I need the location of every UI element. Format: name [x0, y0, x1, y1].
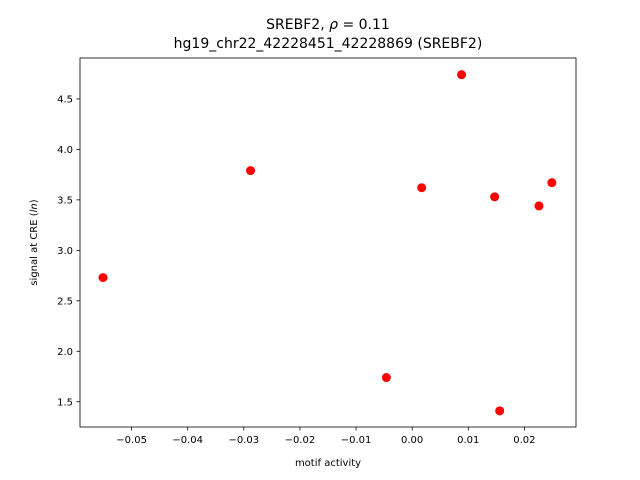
y-tick-label: 2.0 — [57, 347, 73, 358]
x-tick-label: −0.02 — [285, 435, 316, 446]
x-axis-label: motif activity — [295, 458, 361, 469]
rho-symbol: ρ — [329, 17, 338, 33]
x-tick-label: 0.02 — [513, 435, 535, 446]
y-tick-label: 1.5 — [57, 397, 73, 408]
data-point-2 — [246, 166, 256, 176]
y-tick-label: 3.5 — [57, 195, 73, 206]
y-tick-label: 4.0 — [57, 145, 73, 156]
x-tick-label: 0.00 — [401, 435, 423, 446]
x-tick-label: −0.05 — [116, 435, 147, 446]
data-point-5 — [457, 70, 467, 80]
plot-area — [80, 58, 576, 427]
y-tick-label: 3.0 — [57, 246, 73, 257]
data-point-9 — [547, 178, 557, 188]
y-axis-ticks: 1.5 2.0 2.5 3.0 3.5 4.0 4.5 — [57, 94, 80, 408]
y-tick-label: 2.5 — [57, 296, 73, 307]
data-point-3 — [381, 373, 391, 383]
chart-title-line1: SREBF2, ρ = 0.11 — [266, 17, 390, 33]
data-point-8 — [534, 201, 544, 211]
plot-frame — [79, 57, 577, 428]
data-point-6 — [490, 192, 500, 202]
x-tick-label: −0.04 — [172, 435, 203, 446]
y-axis-label: signal at CRE (ln) — [29, 199, 40, 285]
data-point-4 — [417, 183, 427, 193]
data-point-7 — [495, 406, 505, 416]
data-point-1 — [98, 273, 108, 283]
x-tick-label: −0.03 — [229, 435, 260, 446]
y-tick-label: 4.5 — [57, 94, 73, 105]
x-tick-label: 0.01 — [457, 435, 479, 446]
x-tick-label: −0.01 — [341, 435, 372, 446]
chart-title-line2: hg19_chr22_42228451_42228869 (SREBF2) — [174, 36, 483, 52]
x-axis-ticks: −0.05 −0.04 −0.03 −0.02 −0.01 0.00 0.01 0.02 — [116, 427, 536, 446]
data-points — [98, 70, 557, 416]
